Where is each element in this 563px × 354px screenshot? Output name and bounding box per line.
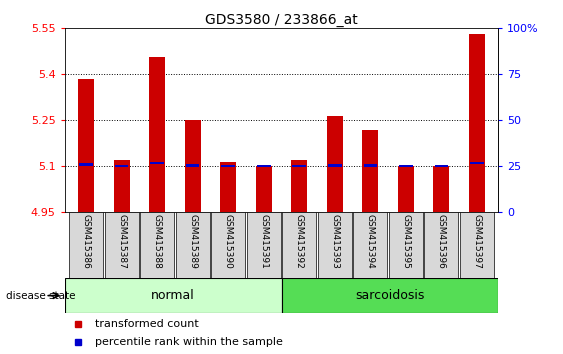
Bar xyxy=(327,116,343,212)
FancyBboxPatch shape xyxy=(140,212,174,278)
Bar xyxy=(363,130,378,212)
Bar xyxy=(435,165,448,167)
FancyBboxPatch shape xyxy=(460,212,494,278)
Text: GSM415386: GSM415386 xyxy=(82,215,91,269)
Text: GSM415397: GSM415397 xyxy=(472,215,481,269)
Text: GSM415394: GSM415394 xyxy=(366,215,375,269)
Text: normal: normal xyxy=(151,289,195,302)
Title: GDS3580 / 233866_at: GDS3580 / 233866_at xyxy=(205,13,358,27)
FancyBboxPatch shape xyxy=(282,278,498,313)
Text: GSM415389: GSM415389 xyxy=(188,215,197,269)
Text: GSM415395: GSM415395 xyxy=(401,215,410,269)
Text: GSM415393: GSM415393 xyxy=(330,215,339,269)
FancyBboxPatch shape xyxy=(318,212,352,278)
Bar xyxy=(115,165,128,167)
FancyBboxPatch shape xyxy=(425,212,458,278)
Bar xyxy=(220,162,236,212)
Text: transformed count: transformed count xyxy=(95,319,199,329)
Text: GSM415390: GSM415390 xyxy=(224,215,233,269)
FancyBboxPatch shape xyxy=(65,278,282,313)
Text: percentile rank within the sample: percentile rank within the sample xyxy=(95,337,283,347)
FancyBboxPatch shape xyxy=(247,212,281,278)
Bar xyxy=(78,79,94,212)
Bar xyxy=(221,165,235,167)
FancyBboxPatch shape xyxy=(353,212,387,278)
Bar xyxy=(114,160,129,212)
Bar xyxy=(364,164,377,166)
FancyBboxPatch shape xyxy=(211,212,245,278)
Bar xyxy=(185,120,200,212)
Text: GSM415387: GSM415387 xyxy=(117,215,126,269)
Bar xyxy=(291,160,307,212)
Text: GSM415392: GSM415392 xyxy=(295,215,304,269)
Bar xyxy=(398,166,414,212)
Text: GSM415388: GSM415388 xyxy=(153,215,162,269)
FancyBboxPatch shape xyxy=(69,212,103,278)
Bar xyxy=(292,165,306,167)
Bar xyxy=(150,162,164,164)
Text: sarcoidosis: sarcoidosis xyxy=(355,289,425,302)
Text: GSM415391: GSM415391 xyxy=(259,215,268,269)
Bar xyxy=(470,162,484,164)
Bar xyxy=(256,166,272,212)
FancyBboxPatch shape xyxy=(389,212,423,278)
Bar xyxy=(257,165,271,167)
Bar xyxy=(399,165,413,167)
FancyBboxPatch shape xyxy=(105,212,138,278)
FancyBboxPatch shape xyxy=(282,212,316,278)
Bar xyxy=(149,57,165,212)
Bar xyxy=(469,34,485,212)
Text: disease state: disease state xyxy=(6,291,75,301)
Bar xyxy=(79,164,93,166)
Bar xyxy=(186,164,199,166)
Text: GSM415396: GSM415396 xyxy=(437,215,446,269)
Bar xyxy=(434,166,449,212)
Bar xyxy=(328,164,342,166)
FancyBboxPatch shape xyxy=(176,212,210,278)
